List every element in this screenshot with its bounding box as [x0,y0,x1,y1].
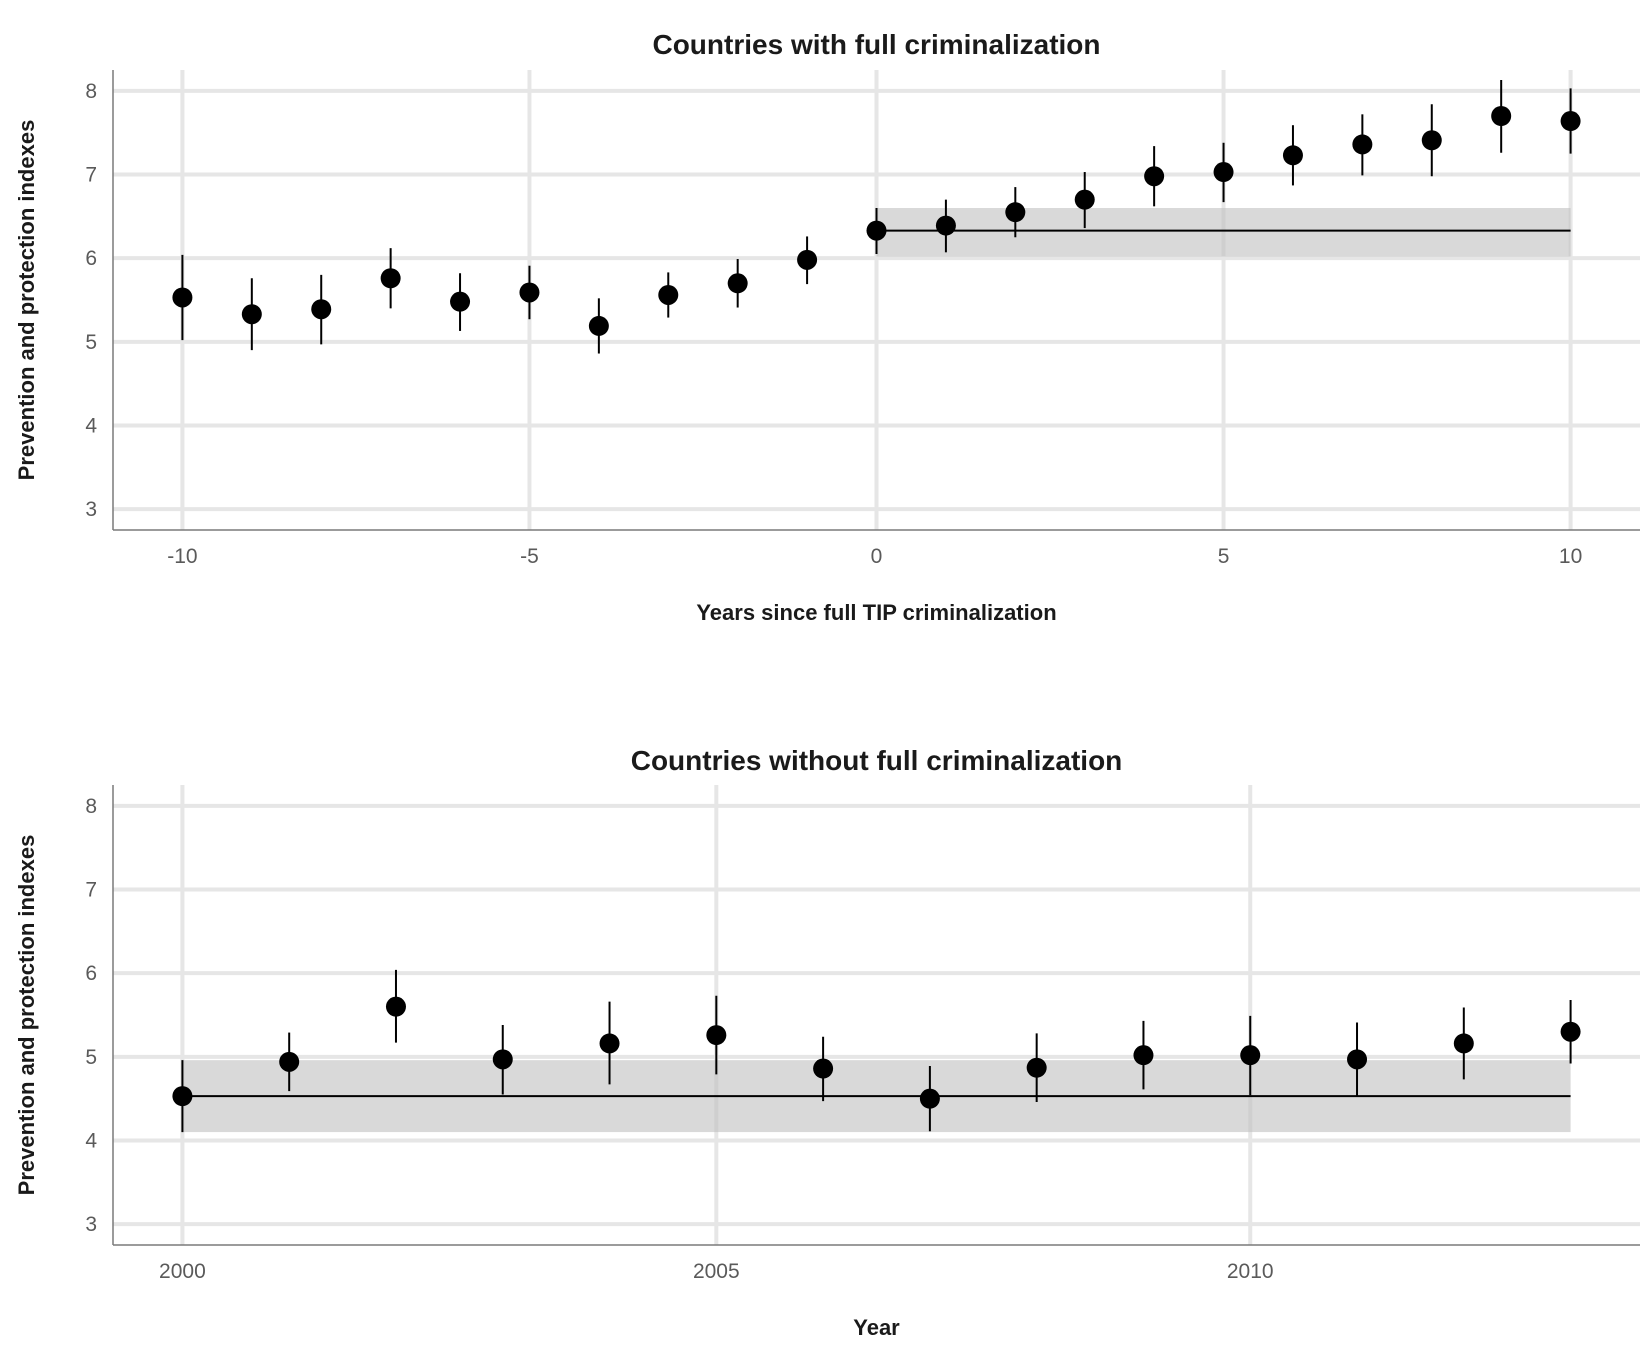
y-tick-label: 4 [85,414,97,437]
y-tick-label: 5 [85,1046,97,1069]
confidence-band [876,208,1571,257]
data-point [311,299,332,320]
x-tick-label: 5 [1218,545,1230,568]
x-tick-label: 0 [871,545,883,568]
data-point [813,1058,834,1079]
data-point [172,1086,193,1107]
data-point [1026,1057,1047,1078]
data-point [658,284,679,305]
chart-title: Countries with full criminalization [652,29,1100,60]
data-point [1282,145,1303,166]
y-tick-label: 8 [85,795,97,818]
y-tick-label: 6 [85,247,97,270]
data-point [797,249,818,270]
data-point [241,304,262,325]
data-point [1352,134,1373,155]
x-tick-label: 10 [1559,545,1582,568]
data-point [1144,166,1165,187]
data-point [1453,1033,1474,1054]
x-axis-title: Year [853,1315,900,1340]
y-tick-label: 8 [85,80,97,103]
x-tick-label: 2005 [693,1260,740,1283]
data-point [935,215,956,236]
y-tick-label: 3 [85,1213,97,1236]
y-axis-title: Prevention and protection indexes [14,120,39,481]
data-point [492,1049,513,1070]
data-point [1213,162,1234,183]
data-point [450,291,471,312]
data-point [919,1088,940,1109]
data-point [1560,1021,1581,1042]
data-point [172,287,193,308]
y-tick-label: 7 [85,879,97,902]
data-point [279,1051,300,1072]
y-tick-label: 4 [85,1129,97,1152]
data-point [1347,1049,1368,1070]
data-point [727,273,748,294]
data-point [1491,106,1512,126]
x-tick-label: 2000 [159,1260,206,1283]
data-point [1005,202,1026,223]
data-point [519,282,540,303]
data-point [1560,111,1581,132]
data-point [1074,189,1095,210]
y-axis-title: Prevention and protection indexes [14,835,39,1196]
data-point [1421,130,1442,151]
chart-panel-1: 3 4 5 6 7 8 -10 -5 0 5 10 Countries with full crimi… [14,29,1640,625]
data-point [380,268,401,289]
data-point [599,1033,620,1054]
x-tick-label: -10 [167,545,197,568]
y-tick-label: 5 [85,331,97,354]
y-tick-label: 3 [85,498,97,521]
data-point [1133,1045,1154,1066]
data-point [866,220,887,241]
chart-panel-2: 3 4 5 6 7 8 2000 2005 2010 Countries without full… [14,745,1640,1340]
y-tick-label: 7 [85,164,97,187]
x-tick-label: -5 [520,545,539,568]
y-tick-label: 6 [85,962,97,985]
data-point [1240,1045,1261,1066]
data-point [706,1025,727,1046]
x-axis-title: Years since full TIP criminalization [696,600,1056,625]
chart-title: Countries without full criminalization [631,745,1123,776]
x-tick-label: 2010 [1227,1260,1274,1283]
data-point [588,315,609,336]
data-point [385,996,406,1017]
